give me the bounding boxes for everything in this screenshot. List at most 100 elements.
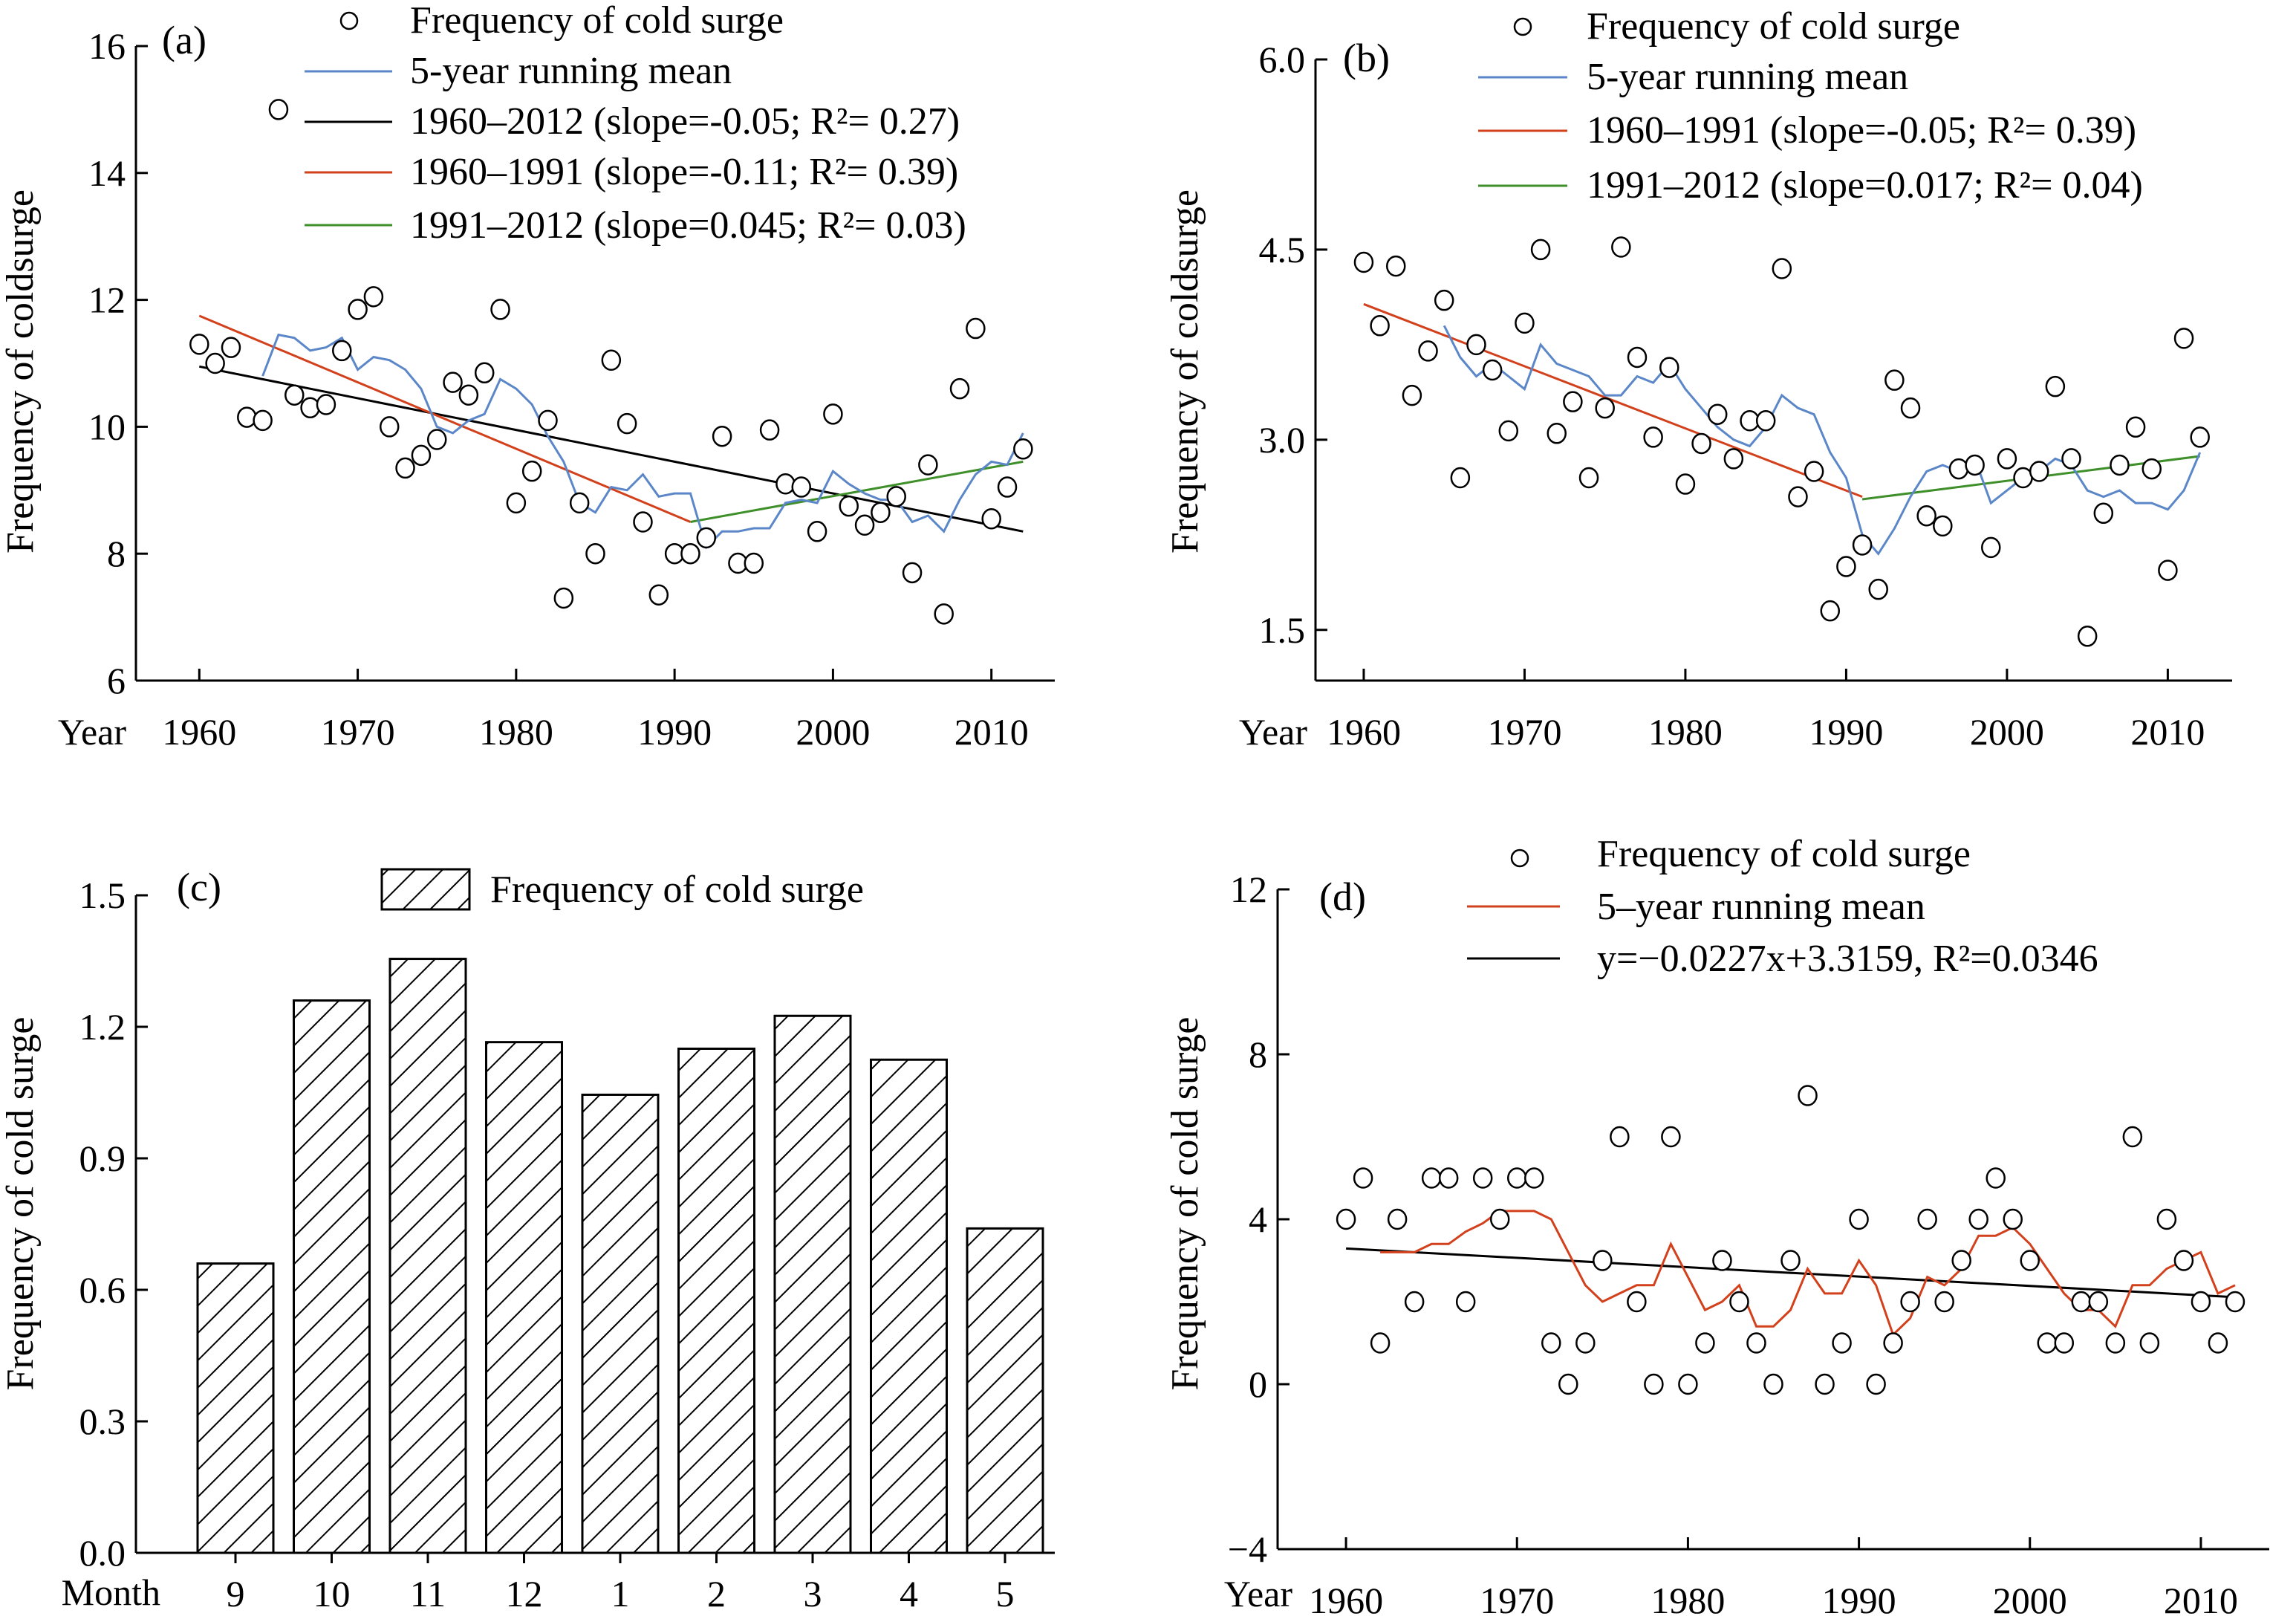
panel-b-xtick-label: 1990 (1809, 711, 1883, 753)
panel-d-data-point (2020, 1250, 2040, 1271)
panel-a-data-point (648, 584, 669, 606)
panel-c-bar (870, 1058, 948, 1554)
panel-a-data-point (966, 317, 986, 340)
panel-d-data-point (2208, 1332, 2228, 1354)
panel-d-xlabel: Year (1224, 1573, 1292, 1615)
panel-b-data-point (1385, 255, 1406, 277)
panel-a-data-point (348, 299, 368, 320)
panel-c-bar (581, 1093, 660, 1554)
panel-d-legend-label-trend: y=−0.0227x+3.3159, R²=0.0346 (1597, 938, 2098, 980)
panel-a-data-point (981, 507, 1001, 530)
panel-b-data-point (1563, 391, 1583, 412)
panel-d-data-point (1968, 1208, 1988, 1230)
panel-d-data-point (2003, 1208, 2023, 1230)
panel-b-data-point (1916, 504, 1936, 527)
panel-b-trend-line-1 (1363, 302, 1863, 498)
panel-d-data-point (2122, 1126, 2143, 1148)
panel-c-ytick-label: 0.6 (79, 1269, 126, 1311)
panel-d-data-point (1780, 1250, 1801, 1271)
panel-b-legend-label-dots: Frequency of cold surge (1587, 5, 1960, 48)
panel-b-running-mean-line (1443, 325, 2202, 556)
panel-d-data-point (1353, 1167, 1373, 1189)
panel-d-ytick-label: 4 (1249, 1198, 1267, 1240)
panel-d-data-point (1387, 1208, 1408, 1230)
panel-a-ytick-label: 12 (88, 279, 126, 321)
panel-b-data-point (1353, 251, 1374, 273)
panel-a-label: (a) (162, 18, 206, 62)
panel-d-data-point (2088, 1291, 2109, 1313)
panel-a-data-point (854, 514, 875, 536)
panel-c-ytick-label: 1.5 (79, 874, 126, 916)
panel-b-data-point (1547, 423, 1567, 444)
panel-a-data-point (332, 340, 352, 362)
panel-c-legend: Frequency of cold surge (380, 868, 864, 911)
panel-b-xtick-label: 2000 (1970, 711, 2044, 753)
panel-a-ytick-label: 14 (88, 152, 126, 194)
panel-a-data-point (474, 362, 495, 384)
panel-d-data-point (1506, 1167, 1527, 1189)
panel-d-data-point (1849, 1208, 1869, 1230)
panel-a-legend-label-dots: Frequency of cold surge (410, 0, 784, 42)
panel-b-legend-label-mean: 5-year running mean (1587, 56, 1908, 98)
panel-a-data-point (411, 444, 432, 467)
panel-c-legend-symbol (380, 868, 471, 911)
panel-a-data-point (443, 371, 463, 393)
panel-b-data-point (1659, 357, 1679, 378)
panel-d-data-point (1472, 1167, 1493, 1189)
panel-d-data-point (1593, 1250, 1613, 1271)
panel-a-data-point (253, 409, 273, 432)
panel-a-data-point (363, 286, 384, 308)
panel-b-data-point (1723, 448, 1744, 470)
panel-b-data-point (1755, 409, 1776, 432)
panel-d-data-point (1729, 1291, 1749, 1313)
panel-b-xtick-label: 2010 (2130, 711, 2205, 753)
panel-a-data-point (949, 377, 970, 400)
panel-c-xtick-label: 5 (996, 1573, 1015, 1615)
panel-b-marks: 1.5 3.0 4.5 6.0 1960 1970 1980 1990 2000 2010 (1259, 39, 2232, 753)
panel-d-data-point (1934, 1291, 1954, 1313)
panel-a-data-point (934, 603, 954, 625)
panel-b-data-point (2190, 426, 2210, 448)
panel-b-legend-label-trend1: 1960–1991 (slope=-0.05; R²= 0.39) (1587, 109, 2136, 152)
panel-b: (b) Frequency of coldsurge Year 1.5 3.0 4.… (1164, 5, 2232, 753)
panel-d-legend-symbol-dots (1510, 848, 1529, 868)
panel-d-data-point (1900, 1291, 1920, 1313)
panel-c-bar (485, 1041, 563, 1554)
panel-d-data-point (1798, 1085, 1818, 1106)
panel-b-xtick-label: 1970 (1487, 711, 1561, 753)
panel-b-ylabel: Frequency of coldsurge (1164, 189, 1206, 554)
panel-c-xtick-label: 4 (900, 1573, 918, 1615)
panel-d-data-point (2156, 1208, 2177, 1230)
panel-b-data-point (1450, 467, 1471, 489)
panel-a-data-point (205, 352, 225, 374)
panel-a-ytick-label: 6 (107, 660, 126, 701)
panel-d-data-point (1610, 1126, 1630, 1148)
panel-d-data-point (1524, 1167, 1544, 1189)
panel-b-data-point (1965, 454, 1985, 476)
panel-b-data-point (2158, 559, 2178, 581)
panel-d-data-point (2054, 1332, 2075, 1354)
panel-a-data-point (759, 419, 780, 441)
panel-a-data-point (521, 460, 542, 482)
panel-c-ytick-label: 0.9 (79, 1138, 126, 1179)
panel-b-data-point (1691, 432, 1711, 455)
panel-a-data-point (379, 416, 400, 438)
panel-d-legend-label-mean: 5–year running mean (1597, 886, 1925, 928)
panel-a-data-point (300, 397, 320, 419)
panel-b-data-point (1402, 384, 1422, 406)
panel-c-xtick-label: 2 (707, 1573, 726, 1615)
panel-a-data-point (902, 562, 923, 584)
panel-d-ytick-label: 8 (1249, 1033, 1267, 1075)
panel-a-data-point (490, 299, 510, 320)
panel-a-data-point (633, 511, 653, 533)
panel-b-data-point (1852, 534, 1873, 556)
panel-b-data-point (2077, 626, 2098, 647)
panel-d-xtick-label: 1960 (1309, 1580, 1383, 1616)
panel-a-data-point (918, 454, 938, 476)
panel-c-bar (773, 1014, 852, 1554)
panel-d-data-point (1746, 1332, 1766, 1354)
panel-d-data-point (1832, 1332, 1852, 1354)
panel-b-data-point (1868, 578, 1888, 600)
panel-b-xtick-label: 1960 (1327, 711, 1401, 753)
